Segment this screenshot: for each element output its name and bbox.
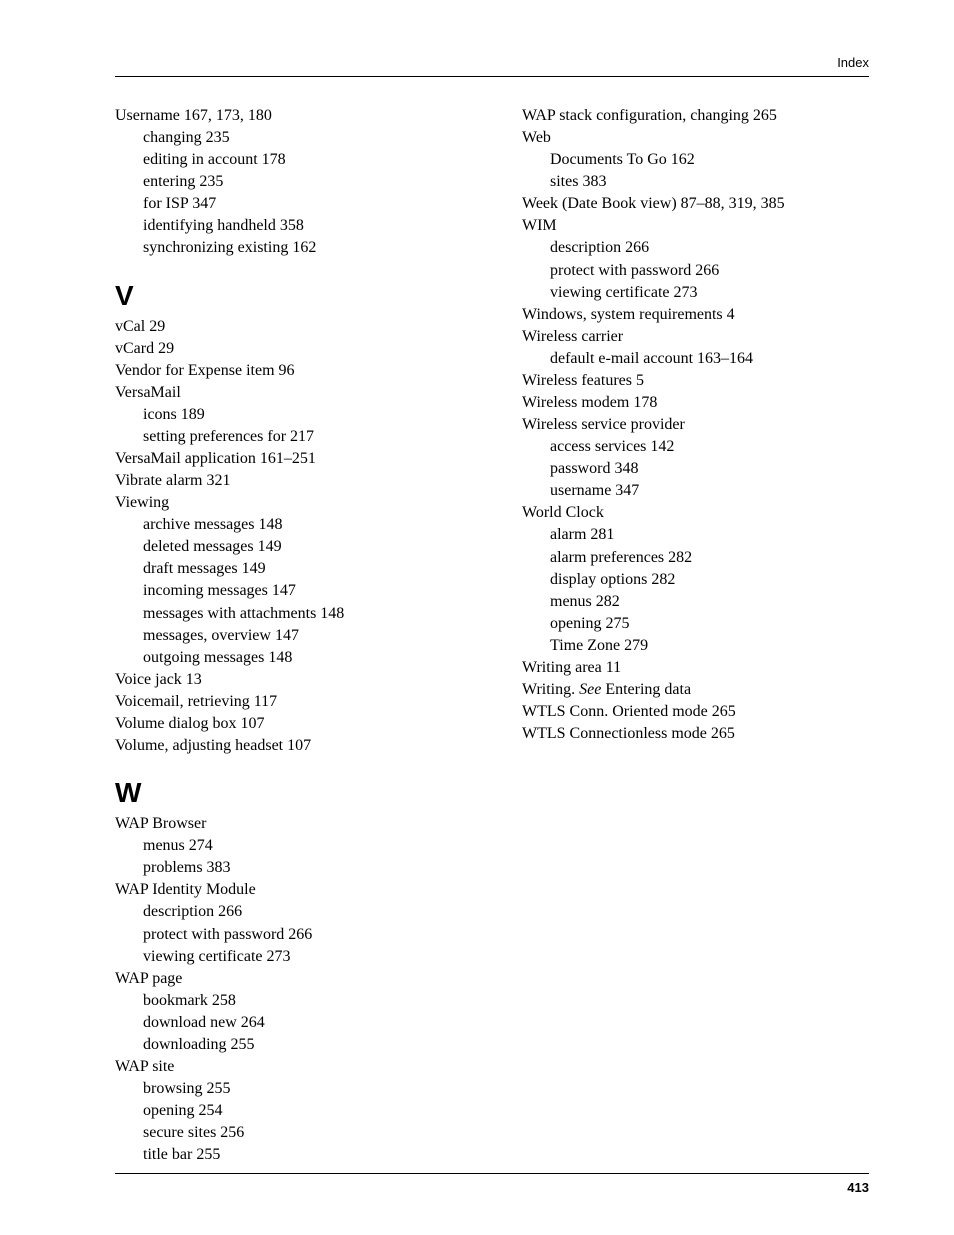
index-entry: default e-mail account 163–164 xyxy=(522,348,869,370)
index-entry: Volume dialog box 107 xyxy=(115,713,462,735)
index-entry: WAP Browser xyxy=(115,813,462,835)
index-entry: Vibrate alarm 321 xyxy=(115,470,462,492)
index-entry: WTLS Conn. Oriented mode 265 xyxy=(522,701,869,723)
page-footer: 413 xyxy=(115,1173,869,1195)
section-letter: W xyxy=(115,777,462,809)
index-entry: identifying handheld 358 xyxy=(115,215,462,237)
index-entry: VersaMail application 161–251 xyxy=(115,448,462,470)
index-entry: VersaMail xyxy=(115,382,462,404)
index-entry: Volume, adjusting headset 107 xyxy=(115,735,462,757)
index-entry: display options 282 xyxy=(522,569,869,591)
index-entry: viewing certificate 273 xyxy=(522,282,869,304)
index-entry: menus 282 xyxy=(522,591,869,613)
page-number: 413 xyxy=(115,1180,869,1195)
index-entry: opening 275 xyxy=(522,613,869,635)
index-entry: menus 274 xyxy=(115,835,462,857)
index-entry: setting preferences for 217 xyxy=(115,426,462,448)
index-entry: Wireless features 5 xyxy=(522,370,869,392)
index-entry: WIM xyxy=(522,215,869,237)
index-entry: for ISP 347 xyxy=(115,193,462,215)
index-columns: Username 167, 173, 180changing 235editin… xyxy=(115,105,869,1166)
index-entry: protect with password 266 xyxy=(522,260,869,282)
index-entry: description 266 xyxy=(115,901,462,923)
index-entry: Week (Date Book view) 87–88, 319, 385 xyxy=(522,193,869,215)
index-entry: draft messages 149 xyxy=(115,558,462,580)
left-column: Username 167, 173, 180changing 235editin… xyxy=(115,105,462,1166)
index-entry: messages with attachments 148 xyxy=(115,603,462,625)
index-entry: viewing certificate 273 xyxy=(115,946,462,968)
index-entry: username 347 xyxy=(522,480,869,502)
index-entry: Windows, system requirements 4 xyxy=(522,304,869,326)
index-entry: browsing 255 xyxy=(115,1078,462,1100)
page-header: Index xyxy=(115,55,869,77)
index-entry: WAP site xyxy=(115,1056,462,1078)
index-entry: access services 142 xyxy=(522,436,869,458)
index-entry: Web xyxy=(522,127,869,149)
index-entry: WAP Identity Module xyxy=(115,879,462,901)
index-entry: title bar 255 xyxy=(115,1144,462,1166)
index-entry: synchronizing existing 162 xyxy=(115,237,462,259)
right-column: WAP stack configuration, changing 265Web… xyxy=(522,105,869,1166)
index-entry: sites 383 xyxy=(522,171,869,193)
index-entry: icons 189 xyxy=(115,404,462,426)
index-entry: description 266 xyxy=(522,237,869,259)
index-entry: editing in account 178 xyxy=(115,149,462,171)
index-entry: outgoing messages 148 xyxy=(115,647,462,669)
header-label: Index xyxy=(115,55,869,70)
index-entry: changing 235 xyxy=(115,127,462,149)
index-entry: WTLS Connectionless mode 265 xyxy=(522,723,869,745)
italic-text: See xyxy=(579,681,601,698)
index-entry: download new 264 xyxy=(115,1012,462,1034)
index-entry: World Clock xyxy=(522,502,869,524)
entry-text: Writing. xyxy=(522,681,579,698)
index-entry: WAP stack configuration, changing 265 xyxy=(522,105,869,127)
index-entry: alarm preferences 282 xyxy=(522,547,869,569)
index-entry: Writing area 11 xyxy=(522,657,869,679)
entry-text: Entering data xyxy=(601,681,691,698)
index-entry: Voice jack 13 xyxy=(115,669,462,691)
index-entry: bookmark 258 xyxy=(115,990,462,1012)
index-entry: opening 254 xyxy=(115,1100,462,1122)
index-entry: alarm 281 xyxy=(522,524,869,546)
index-entry: archive messages 148 xyxy=(115,514,462,536)
index-entry: protect with password 266 xyxy=(115,924,462,946)
index-entry: password 348 xyxy=(522,458,869,480)
index-entry: deleted messages 149 xyxy=(115,536,462,558)
index-entry: Writing. See Entering data xyxy=(522,679,869,701)
index-entry: Documents To Go 162 xyxy=(522,149,869,171)
index-entry: Vendor for Expense item 96 xyxy=(115,360,462,382)
index-entry: vCal 29 xyxy=(115,316,462,338)
index-entry: secure sites 256 xyxy=(115,1122,462,1144)
index-entry: Username 167, 173, 180 xyxy=(115,105,462,127)
index-entry: entering 235 xyxy=(115,171,462,193)
index-entry: vCard 29 xyxy=(115,338,462,360)
section-letter: V xyxy=(115,280,462,312)
index-entry: Voicemail, retrieving 117 xyxy=(115,691,462,713)
index-entry: Viewing xyxy=(115,492,462,514)
index-entry: Wireless service provider xyxy=(522,414,869,436)
index-entry: Wireless modem 178 xyxy=(522,392,869,414)
index-entry: incoming messages 147 xyxy=(115,580,462,602)
index-entry: Time Zone 279 xyxy=(522,635,869,657)
index-entry: messages, overview 147 xyxy=(115,625,462,647)
index-entry: Wireless carrier xyxy=(522,326,869,348)
index-entry: WAP page xyxy=(115,968,462,990)
index-entry: problems 383 xyxy=(115,857,462,879)
index-entry: downloading 255 xyxy=(115,1034,462,1056)
